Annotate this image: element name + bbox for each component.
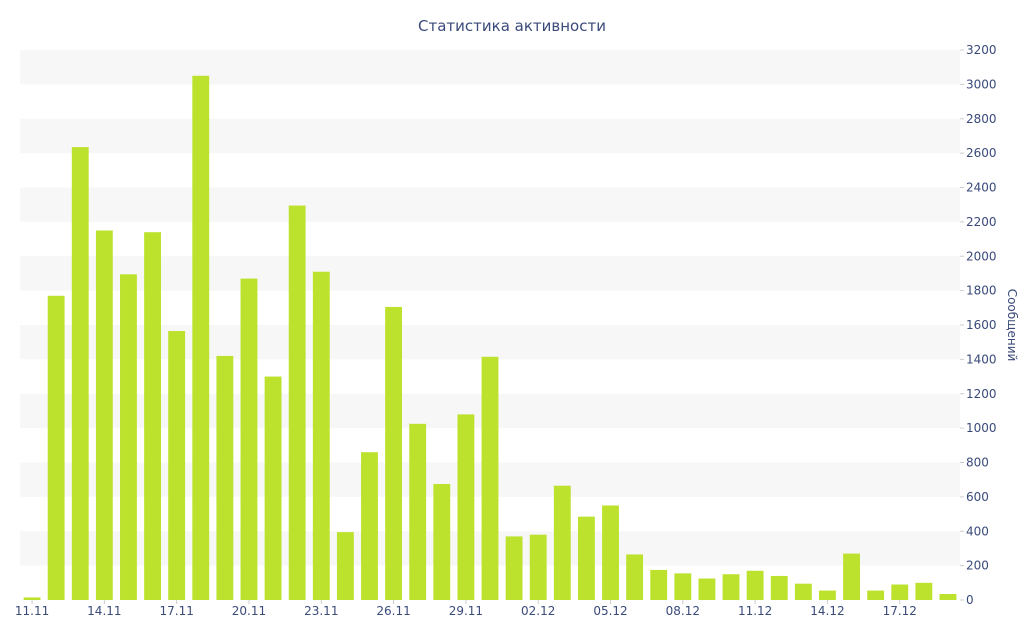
bar: [867, 590, 885, 600]
y-tick-label: 400: [966, 524, 989, 538]
x-tick-label: 08.12: [666, 604, 700, 618]
bar: [939, 593, 957, 600]
bar: [120, 274, 137, 600]
bar: [770, 575, 788, 600]
bar: [577, 516, 595, 600]
grid-band: [20, 187, 960, 222]
bar: [71, 147, 89, 601]
grid-band: [20, 118, 960, 154]
y-tick-label: 2000: [966, 249, 997, 263]
bar: [819, 590, 836, 600]
grid-band: [20, 256, 960, 291]
bar: [553, 485, 571, 600]
y-tick-label: 200: [966, 559, 989, 573]
bar: [722, 574, 740, 600]
bar: [746, 570, 764, 600]
bar: [505, 536, 523, 600]
bar: [457, 414, 475, 601]
y-tick-label: 2600: [966, 146, 997, 160]
x-tick-label: 17.12: [883, 604, 917, 618]
bar: [95, 230, 113, 600]
bar: [47, 295, 65, 600]
bar: [529, 534, 547, 600]
y-tick-label: 800: [966, 456, 989, 470]
y-tick-label: 3200: [966, 43, 997, 57]
bar: [216, 355, 234, 600]
bar-series: [23, 75, 957, 601]
x-tick-label: 02.12: [521, 604, 555, 618]
bar: [891, 584, 909, 600]
x-tick-label: 23.11: [304, 604, 338, 618]
bar: [312, 271, 330, 600]
bar: [144, 232, 161, 600]
y-tick-label: 2200: [966, 215, 997, 229]
y-tick-label: 1200: [966, 387, 997, 401]
bar: [602, 505, 619, 600]
x-tick-label: 29.11: [449, 604, 483, 618]
bar: [674, 573, 692, 600]
x-tick-label: 17.11: [159, 604, 193, 618]
bar: [626, 554, 644, 600]
x-tick-label: 14.12: [810, 604, 844, 618]
grid-band: [20, 50, 960, 85]
y-tick-label: 1400: [966, 352, 997, 366]
x-tick-label: 14.11: [87, 604, 121, 618]
bar: [433, 483, 451, 600]
y-tick-label: 1000: [966, 421, 997, 435]
bar: [288, 205, 306, 601]
bar: [192, 75, 210, 600]
bar: [361, 452, 378, 600]
bar: [264, 376, 282, 600]
bar: [481, 356, 499, 600]
x-tick-label: 20.11: [232, 604, 266, 618]
bar: [698, 578, 716, 600]
y-axis-ticks: 0 200 400 600 800 1000 1200 1400 1600 1800 2000 220…: [960, 43, 997, 607]
y-axis-label: Сообщений: [1005, 289, 1019, 362]
y-tick-label: 600: [966, 490, 989, 504]
y-tick-label: 3000: [966, 77, 997, 91]
bar: [650, 569, 668, 600]
x-tick-label: 11.12: [738, 604, 772, 618]
y-tick-label: 2800: [966, 112, 997, 126]
y-tick-label: 2400: [966, 181, 997, 195]
bar: [794, 583, 812, 600]
bar: [168, 331, 186, 600]
x-axis-ticks: 11.11 14.11 17.11 20.11 23.11 26.11 29.11 02.12…: [15, 600, 917, 618]
bar: [23, 597, 41, 600]
x-tick-label: 11.11: [15, 604, 49, 618]
bar: [915, 582, 933, 600]
y-tick-label: 1800: [966, 284, 997, 298]
x-tick-label: 26.11: [376, 604, 410, 618]
bar: [336, 532, 354, 600]
bar: [843, 553, 860, 600]
y-tick-label: 0: [966, 593, 974, 607]
bar: [385, 306, 403, 600]
bar: [409, 423, 427, 600]
x-tick-label: 05.12: [593, 604, 627, 618]
y-tick-label: 1600: [966, 318, 997, 332]
grid-bands: [20, 50, 960, 566]
chart-title: Статистика активности: [418, 17, 606, 35]
bar: [240, 278, 258, 600]
